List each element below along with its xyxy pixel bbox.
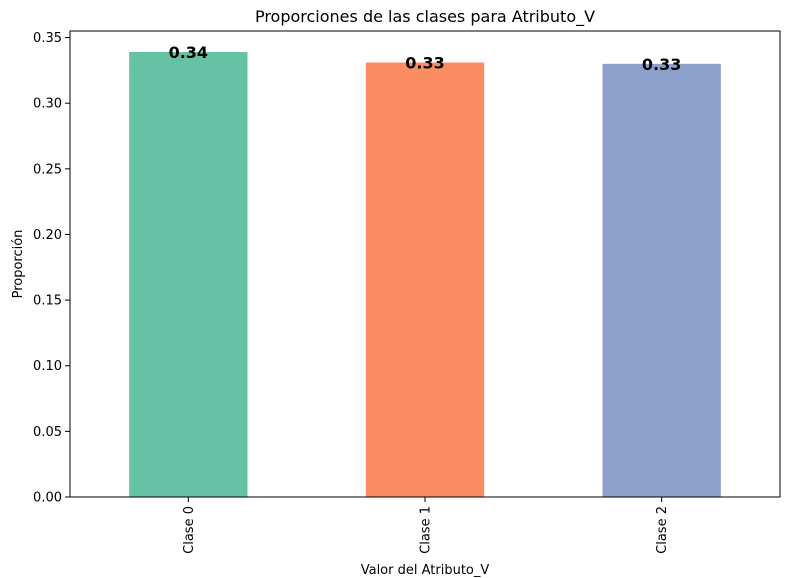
data-labels: 0.34 0.33 0.33: [169, 43, 682, 74]
chart-title: Proporciones de las clases para Atributo…: [255, 7, 595, 27]
x-tick-label: Clase 2: [655, 506, 670, 554]
bars: [129, 52, 721, 498]
x-axis: Clase 0 Clase 1 Clase 2: [182, 497, 670, 554]
y-axis: 0.00 0.05 0.10 0.15 0.20 0.25 0.30 0.35: [33, 31, 70, 506]
y-tick-label: 0.05: [33, 425, 62, 440]
y-tick-label: 0.15: [33, 294, 62, 309]
y-axis-label: Proporción: [11, 230, 26, 299]
x-tick-label: Clase 1: [419, 506, 434, 554]
x-axis-label: Valor del Atributo_V: [361, 563, 490, 578]
y-tick-label: 0.20: [33, 228, 62, 243]
bar-value-label: 0.33: [405, 54, 444, 73]
bar-value-label: 0.33: [642, 55, 681, 74]
bar-value-label: 0.34: [169, 43, 208, 62]
y-tick-label: 0.10: [33, 359, 62, 374]
bar: [365, 62, 485, 498]
y-tick-label: 0.25: [33, 162, 62, 177]
y-tick-label: 0.35: [33, 31, 62, 46]
y-tick-label: 0.30: [33, 97, 62, 112]
y-tick-label: 0.00: [33, 491, 62, 506]
x-tick-label: Clase 0: [182, 506, 197, 554]
plot-frame: [69, 30, 781, 498]
bar: [129, 52, 248, 498]
bar: [602, 63, 721, 498]
